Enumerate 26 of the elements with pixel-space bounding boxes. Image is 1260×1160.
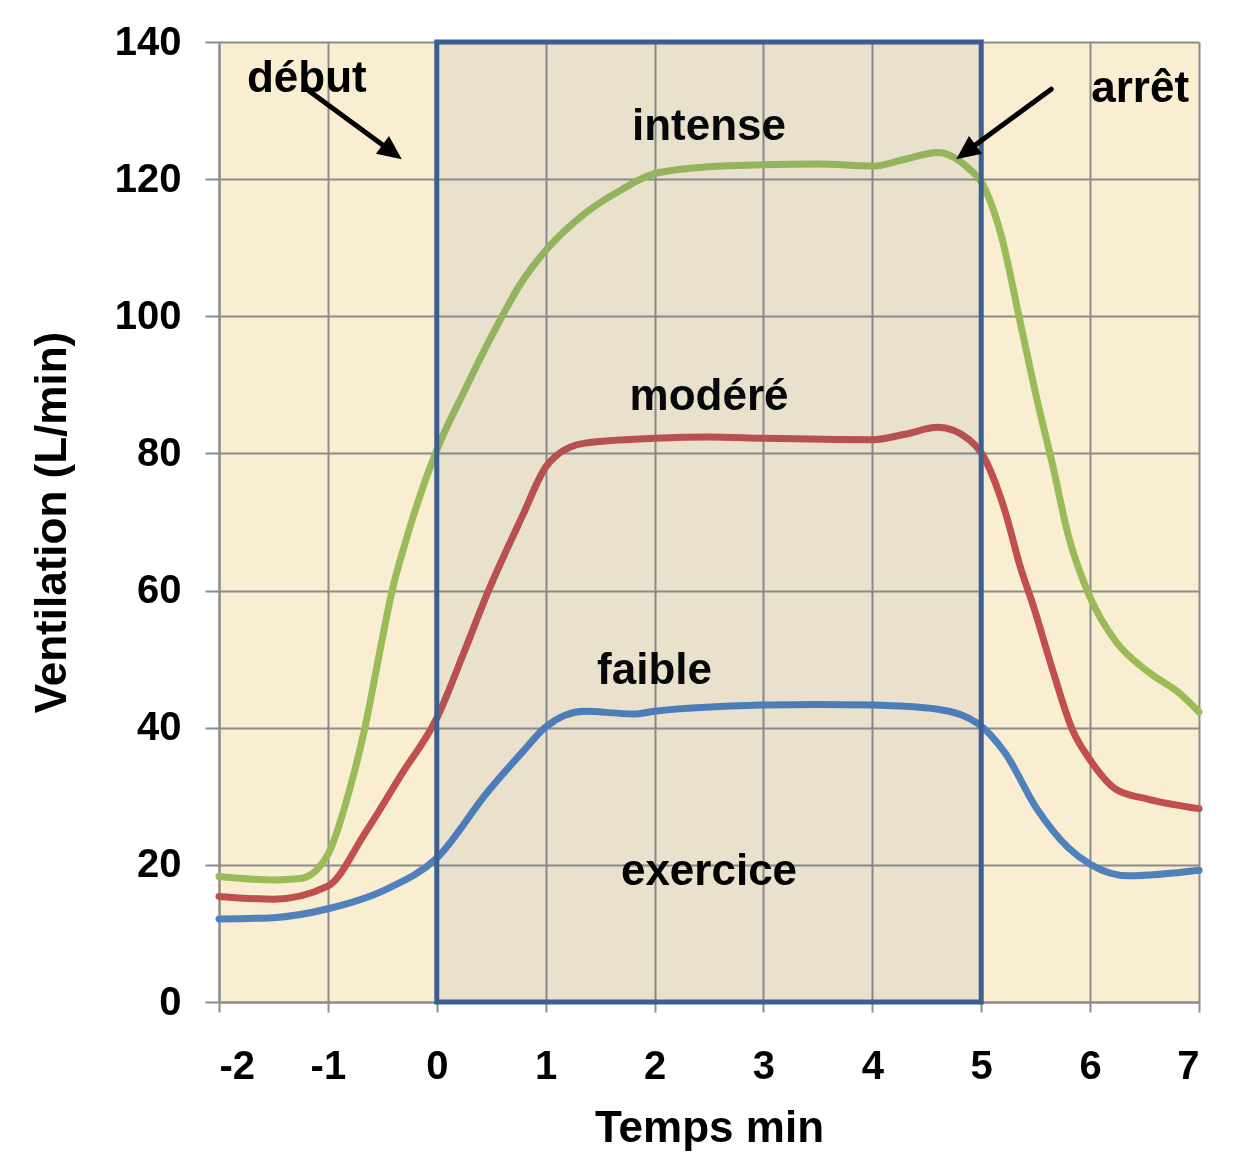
annotation: début: [246, 52, 367, 102]
x-tick-label: 6: [1079, 1042, 1102, 1087]
y-tick-label: 0: [159, 978, 182, 1023]
y-tick-label: 140: [114, 18, 182, 63]
x-tick-label: 3: [752, 1042, 776, 1087]
y-tick-label: 60: [137, 567, 182, 612]
series-label: intense: [631, 99, 787, 149]
band-label: exercice: [620, 845, 798, 894]
y-tick-label: 20: [137, 841, 182, 886]
y-tick-label: 40: [137, 704, 182, 749]
x-tick-label: 0: [426, 1042, 449, 1087]
x-tick-label: 7: [1177, 1042, 1200, 1087]
y-axis-title: Ventilation (L/min): [25, 331, 75, 714]
x-tick-label: 5: [970, 1042, 993, 1087]
x-tick-label: -2: [219, 1042, 256, 1087]
y-tick-label: 100: [114, 292, 182, 337]
x-tick-label: -1: [310, 1042, 347, 1087]
y-tick-label: 120: [114, 155, 182, 200]
series-label: faible: [597, 644, 713, 694]
x-axis-title: Temps min: [594, 1101, 825, 1151]
series-label: modéré: [629, 369, 789, 419]
x-tick-label: 4: [861, 1042, 885, 1087]
annotation: arrêt: [1091, 62, 1190, 112]
x-tick-label: 1: [535, 1042, 558, 1087]
x-tick-label: 2: [643, 1042, 667, 1087]
y-tick-label: 80: [137, 429, 182, 474]
